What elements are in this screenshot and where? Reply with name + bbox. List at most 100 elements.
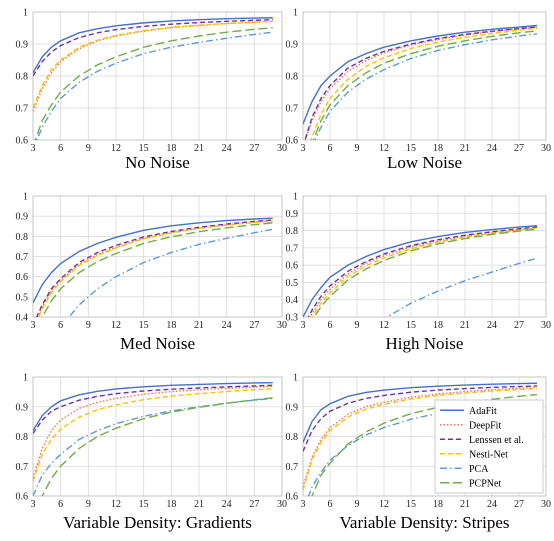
legend-label: Nesti-Net <box>469 449 508 460</box>
series-line <box>38 220 273 317</box>
x-tick-label: 27 <box>514 320 524 331</box>
x-tick-label: 9 <box>355 499 360 510</box>
series-line <box>34 26 273 140</box>
series-line <box>303 225 538 317</box>
series-line <box>33 18 273 77</box>
panel: 0.6 0.7 0.8 0.9 1 3 6 9 12 15 18 21 24 27 30 Variable D… <box>16 373 288 533</box>
x-tick-label: 3 <box>301 499 306 510</box>
y-tick-label: 0.9 <box>286 402 299 413</box>
x-tick-label: 30 <box>541 499 551 510</box>
y-tick-label: 0.9 <box>16 212 29 223</box>
panel-title: Med Noise <box>120 334 195 353</box>
panel-title: No Noise <box>125 153 190 172</box>
x-tick-label: 18 <box>433 143 443 154</box>
panel: 0.6 0.7 0.8 0.9 1 3 6 9 12 15 18 21 24 27 30 No Noise <box>16 8 288 173</box>
x-tick-label: 3 <box>31 499 36 510</box>
series-line <box>311 227 538 317</box>
series-line <box>311 393 538 496</box>
x-tick-label: 6 <box>328 499 333 510</box>
x-tick-label: 3 <box>301 320 306 331</box>
x-tick-label: 27 <box>514 499 524 510</box>
series-line <box>33 17 273 74</box>
y-tick-label: 0.5 <box>16 292 29 303</box>
y-tick-label: 0.6 <box>286 136 299 147</box>
x-tick-label: 9 <box>86 499 91 510</box>
x-tick-label: 21 <box>194 143 204 154</box>
y-tick-label: 0.5 <box>286 278 299 289</box>
panel-title: High Noise <box>386 334 464 353</box>
panel-title: Low Noise <box>387 153 462 172</box>
series-line <box>36 31 273 140</box>
x-tick-label: 24 <box>222 499 232 510</box>
legend-label: AdaFit <box>469 406 497 417</box>
series-line <box>41 397 273 496</box>
series-line <box>33 397 273 496</box>
y-tick-label: 0.6 <box>16 272 29 283</box>
x-tick-label: 21 <box>194 320 204 331</box>
plot-frame <box>32 376 283 497</box>
legend-label: PCPNet <box>469 478 501 489</box>
x-tick-label: 18 <box>433 499 443 510</box>
series-line <box>33 388 273 482</box>
x-tick-label: 27 <box>249 320 259 331</box>
y-tick-label: 1 <box>23 8 28 19</box>
x-tick-label: 15 <box>406 143 416 154</box>
x-tick-label: 24 <box>487 143 497 154</box>
x-tick-label: 9 <box>86 143 91 154</box>
y-tick-label: 0.7 <box>286 462 299 473</box>
y-tick-label: 0.8 <box>286 226 299 237</box>
series-line <box>33 385 273 479</box>
series-line <box>304 26 538 140</box>
x-tick-label: 18 <box>166 143 176 154</box>
x-tick-label: 6 <box>328 143 333 154</box>
x-tick-label: 6 <box>328 320 333 331</box>
y-tick-label: 0.8 <box>286 432 299 443</box>
y-tick-label: 1 <box>293 8 298 19</box>
y-tick-label: 1 <box>23 373 28 384</box>
series-line <box>33 381 273 431</box>
series-line <box>35 219 273 317</box>
series-line <box>303 387 538 491</box>
series-line <box>33 20 273 109</box>
x-tick-label: 30 <box>277 143 287 154</box>
series-line <box>33 20 273 112</box>
y-tick-label: 0.8 <box>286 72 299 83</box>
x-tick-label: 24 <box>487 499 497 510</box>
plot-frame <box>32 195 283 318</box>
y-tick-label: 0.7 <box>16 104 29 115</box>
y-tick-label: 0.9 <box>286 40 299 51</box>
legend-label: DeepFit <box>469 420 501 431</box>
y-tick-label: 0.8 <box>16 72 29 83</box>
panel: 0.6 0.7 0.8 0.9 1 3 6 9 12 15 18 21 24 27 30 Variable D… <box>286 373 552 533</box>
x-tick-label: 6 <box>58 499 63 510</box>
x-tick-label: 6 <box>58 320 63 331</box>
y-tick-label: 1 <box>23 192 28 203</box>
x-tick-label: 21 <box>460 320 470 331</box>
plot-frame <box>302 195 547 318</box>
series-line <box>314 33 538 140</box>
y-tick-label: 0.6 <box>16 136 29 147</box>
x-tick-label: 21 <box>460 499 470 510</box>
y-tick-label: 0.9 <box>16 40 29 51</box>
y-tick-label: 0.8 <box>16 232 29 243</box>
x-tick-label: 9 <box>355 320 360 331</box>
legend-label: Lenssen et al. <box>469 435 524 446</box>
y-tick-label: 0.6 <box>16 492 29 503</box>
x-tick-label: 15 <box>139 499 149 510</box>
series-line <box>33 384 273 434</box>
legend: AdaFit DeepFit Lenssen et al. Nesti-Net PCA P… <box>434 399 544 494</box>
series-line <box>313 228 538 317</box>
y-tick-label: 1 <box>293 373 298 384</box>
x-tick-label: 3 <box>301 143 306 154</box>
panel: 0.4 0.5 0.6 0.7 0.8 0.9 1 3 6 9 12 15 18 21 24 27 30 Med … <box>16 192 288 354</box>
series-line <box>33 217 273 304</box>
y-tick-label: 0.4 <box>16 313 29 324</box>
x-tick-label: 12 <box>379 320 389 331</box>
x-tick-label: 27 <box>249 499 259 510</box>
series-line <box>68 228 273 317</box>
x-tick-label: 18 <box>166 320 176 331</box>
series-line <box>312 30 538 140</box>
series-line <box>304 26 538 140</box>
series-line <box>310 27 538 140</box>
